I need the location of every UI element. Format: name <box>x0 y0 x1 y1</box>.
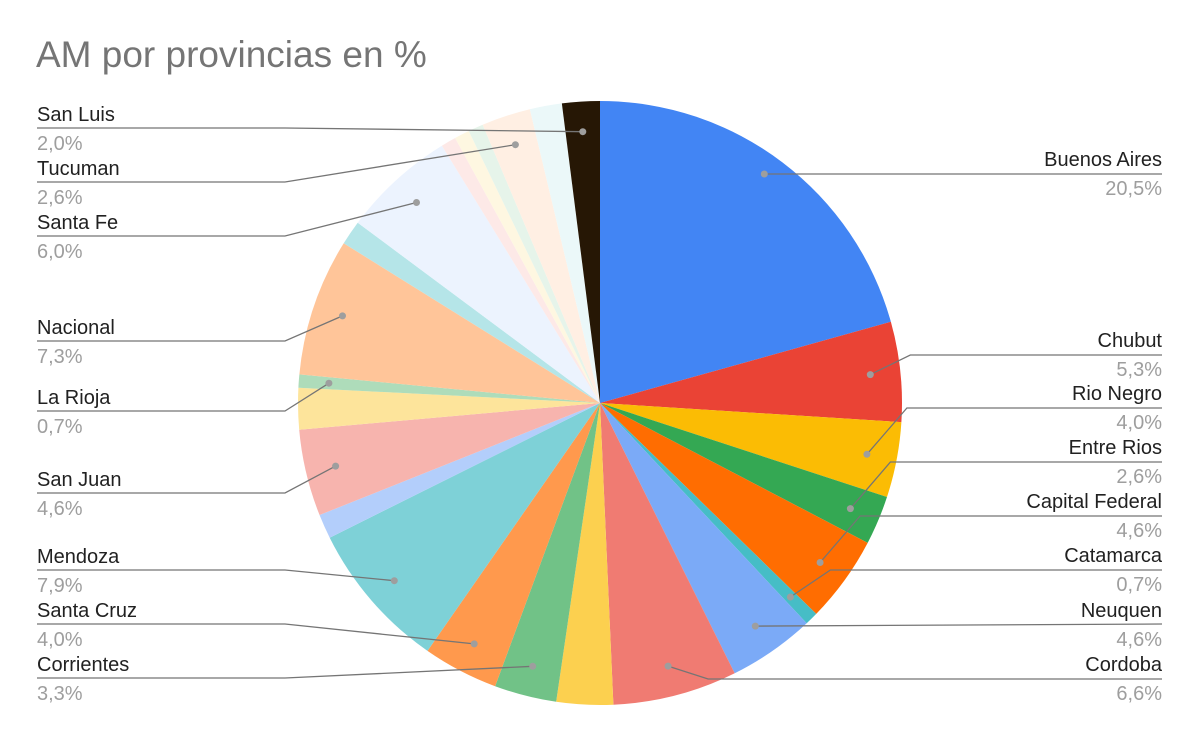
slice-value-san-juan: 4,6% <box>37 498 83 520</box>
slice-value-catamarca: 0,7% <box>1116 574 1162 596</box>
pie-slice-mendoza[interactable] <box>329 403 600 651</box>
leader-dot-rio-negro <box>863 450 871 458</box>
leader-dot-tucuman <box>511 141 519 149</box>
leader-dot-cordoba <box>664 662 672 670</box>
slice-value-capital-federal: 4,6% <box>1116 520 1162 542</box>
pie-slice-buenos-aires[interactable] <box>600 101 891 403</box>
slice-value-chubut: 5,3% <box>1116 359 1162 381</box>
leader-line-rio-negro <box>866 407 1162 455</box>
slice-label-chubut: Chubut <box>1098 330 1163 352</box>
slice-value-mendoza: 7,9% <box>37 575 83 597</box>
slice-label-rio-negro: Rio Negro <box>1072 383 1162 405</box>
slice-value-santa-fe: 6,0% <box>37 241 83 263</box>
leader-dot-san-juan <box>332 462 340 470</box>
slice-label-capital-federal: Capital Federal <box>1026 491 1162 513</box>
leader-dot-catamarca <box>786 593 794 601</box>
leader-line-catamarca <box>790 569 1162 598</box>
leader-dot-la-rioja <box>325 379 333 387</box>
pie-slice-capital-federal[interactable] <box>600 403 868 614</box>
slice-value-buenos-aires: 20,5% <box>1105 178 1162 200</box>
leader-line-tucuman <box>37 144 516 183</box>
pie-slice-22[interactable] <box>468 124 600 403</box>
pie-slice-entre-rios[interactable] <box>600 403 887 543</box>
slice-label-neuquen: Neuquen <box>1081 600 1162 622</box>
pie-slice-nacional[interactable] <box>299 243 600 403</box>
leader-line-entre-rios <box>849 461 1162 510</box>
pie-slice-21[interactable] <box>455 131 600 403</box>
pie-labels: Buenos Aires 20,5% Chubut 5,3%Rio Negro 4,0%… <box>37 104 1163 705</box>
leader-line-la-rioja <box>37 382 330 412</box>
slice-label-san-juan: San Juan <box>37 469 122 491</box>
pie-slice-san-luis[interactable] <box>561 101 600 403</box>
leader-dot-santa-fe <box>413 199 420 206</box>
leader-line-santa-fe <box>37 201 417 237</box>
slice-label-nacional: Nacional <box>37 317 115 339</box>
leader-line-corrientes <box>37 665 533 679</box>
slice-label-tucuman: Tucuman <box>37 158 120 180</box>
slice-label-cordoba: Cordoba <box>1085 654 1163 676</box>
pie-slice-20[interactable] <box>441 138 600 403</box>
pie-slice-la-rioja[interactable] <box>298 374 600 403</box>
leader-line-mendoza <box>37 569 395 582</box>
pie-slice-13[interactable] <box>319 403 600 538</box>
slice-label-santa-cruz: Santa Cruz <box>37 600 137 622</box>
leader-dot-mendoza <box>390 577 398 585</box>
pie-slice-9[interactable] <box>556 403 614 705</box>
leader-line-chubut <box>870 354 1162 376</box>
slice-value-entre-rios: 2,6% <box>1116 466 1162 488</box>
leader-line-cordoba <box>667 665 1162 680</box>
slice-value-corrientes: 3,3% <box>37 683 83 705</box>
leader-line-capital-federal <box>819 515 1162 563</box>
pie-slice-24[interactable] <box>529 103 600 404</box>
leader-line-santa-cruz <box>37 623 475 645</box>
slice-value-santa-cruz: 4,0% <box>37 629 83 651</box>
slice-value-tucuman: 2,6% <box>37 187 83 209</box>
pie-slice-santa-cruz[interactable] <box>427 403 600 687</box>
pie-slice-corrientes[interactable] <box>495 403 600 702</box>
slice-label-la-rioja: La Rioja <box>37 387 111 409</box>
slice-value-neuquen: 4,6% <box>1116 629 1162 651</box>
pie-slice-18[interactable] <box>343 222 600 403</box>
slice-label-san-luis: San Luis <box>37 104 115 126</box>
leader-dot-entre-rios <box>846 505 854 513</box>
pie-slice-chubut[interactable] <box>600 321 902 423</box>
slice-label-buenos-aires: Buenos Aires <box>1044 149 1162 171</box>
pie-slices <box>298 101 902 705</box>
slice-value-rio-negro: 4,0% <box>1116 412 1162 434</box>
leader-dot-nacional <box>339 312 346 320</box>
slice-value-nacional: 7,3% <box>37 346 83 368</box>
pie-slice-tucuman[interactable] <box>482 109 600 403</box>
slice-value-san-luis: 2,0% <box>37 133 83 155</box>
slice-label-santa-fe: Santa Fe <box>37 212 118 234</box>
leader-line-neuquen <box>755 623 1163 627</box>
pie-slice-neuquen[interactable] <box>600 403 807 674</box>
slice-label-catamarca: Catamarca <box>1064 545 1163 567</box>
slice-label-corrientes: Corrientes <box>37 654 129 676</box>
pie-slice-15[interactable] <box>298 387 600 430</box>
leader-dot-buenos-aires <box>760 170 768 178</box>
pie-slice-rio-negro[interactable] <box>600 403 902 498</box>
chart-title: AM por provincias en % <box>36 34 427 75</box>
leader-dot-santa-cruz <box>470 640 478 648</box>
slice-value-la-rioja: 0,7% <box>37 416 83 438</box>
leader-dot-san-luis <box>579 128 587 136</box>
slice-label-entre-rios: Entre Rios <box>1069 437 1162 459</box>
leader-line-san-juan <box>37 465 336 494</box>
slice-label-mendoza: Mendoza <box>37 546 120 568</box>
leader-dot-neuquen <box>751 622 759 630</box>
leader-line-san-luis <box>37 127 583 133</box>
slice-value-cordoba: 6,6% <box>1116 683 1162 705</box>
pie-slice-catamarca[interactable] <box>600 403 817 624</box>
leader-dot-corrientes <box>529 662 537 670</box>
pie-slice-cordoba[interactable] <box>600 403 735 705</box>
pie-slice-san-juan[interactable] <box>299 403 600 516</box>
leader-line-nacional <box>37 315 343 342</box>
pie-slice-santa-fe[interactable] <box>357 145 600 403</box>
leader-dot-capital-federal <box>816 559 824 566</box>
leader-dot-chubut <box>866 371 874 379</box>
